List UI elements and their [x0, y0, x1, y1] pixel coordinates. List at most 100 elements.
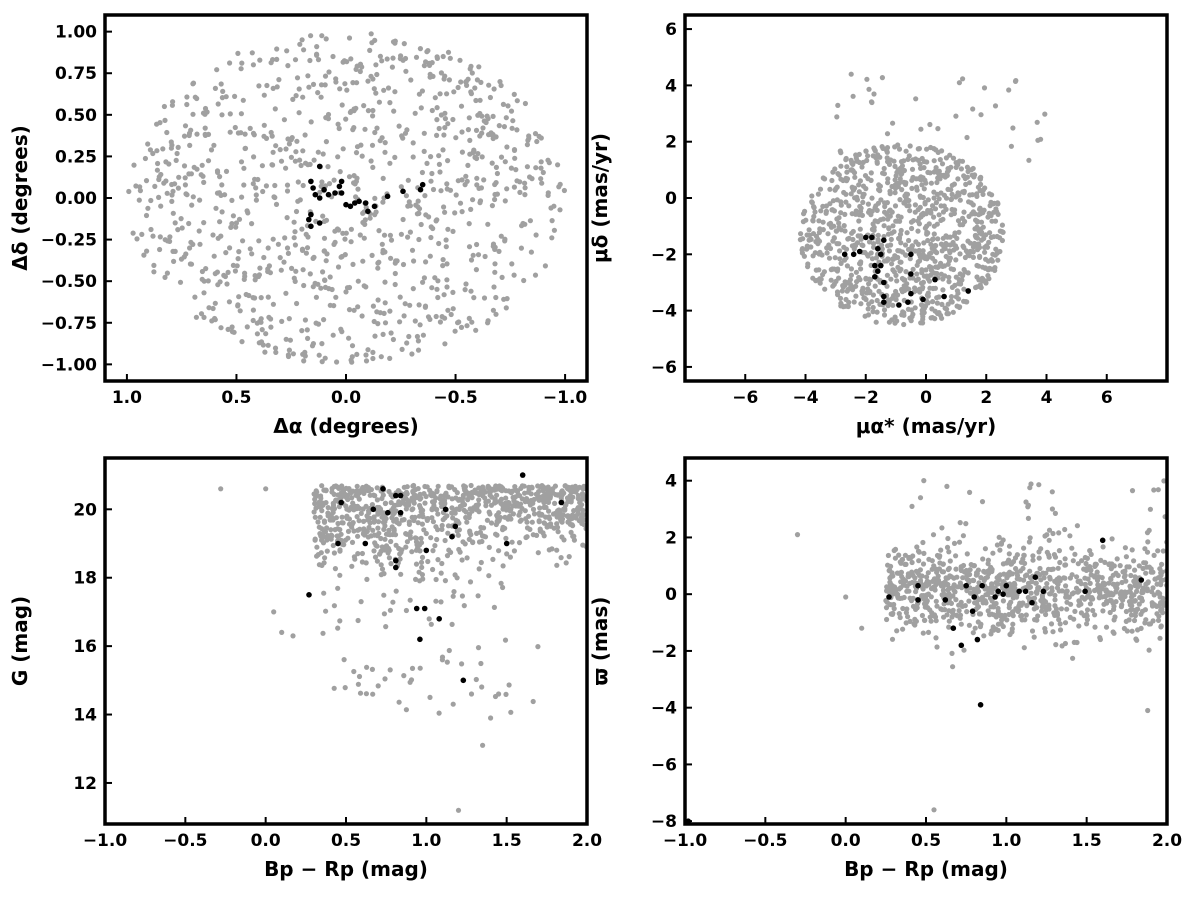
field-star-point [1157, 635, 1163, 641]
field-star-point [259, 327, 265, 333]
field-star-point [378, 354, 384, 360]
field-star-point [1081, 613, 1087, 619]
field-star-point [975, 597, 981, 603]
field-star-point [439, 560, 445, 567]
field-star-point [856, 212, 862, 218]
field-star-point [436, 125, 442, 132]
field-star-point [881, 165, 887, 172]
field-star-point [473, 127, 480, 133]
field-star-point [300, 182, 306, 189]
field-star-point [957, 520, 963, 526]
field-star-point [502, 637, 509, 643]
field-star-point [837, 248, 843, 254]
field-star-point [1129, 547, 1135, 553]
field-star-point [186, 132, 192, 139]
field-star-point [834, 197, 840, 203]
field-star-point [978, 285, 984, 291]
field-star-point [1147, 506, 1153, 512]
field-star-point [979, 499, 986, 505]
field-star-point [438, 70, 444, 76]
field-star-point [970, 630, 976, 636]
field-star-point [339, 514, 345, 520]
field-star-point [274, 56, 280, 63]
field-star-point [838, 227, 844, 233]
field-star-point [413, 576, 419, 583]
field-star-point [381, 87, 387, 93]
field-star-point [809, 199, 815, 205]
field-star-point [532, 131, 539, 137]
field-star-point [321, 590, 327, 596]
field-star-point [261, 254, 267, 261]
field-star-point [294, 300, 300, 307]
field-star-point [261, 92, 267, 98]
field-star-point [489, 160, 495, 166]
field-star-point [964, 609, 970, 615]
field-star-point [934, 552, 941, 559]
field-star-point [158, 203, 164, 209]
field-star-point [951, 210, 958, 217]
member-star-point [1099, 537, 1106, 544]
field-star-point [268, 129, 274, 136]
member-star-point [872, 262, 878, 269]
field-star-point [351, 307, 357, 313]
field-star-point [411, 497, 417, 503]
field-star-point [321, 317, 327, 323]
field-star-point [492, 261, 498, 267]
field-star-point [868, 212, 874, 218]
field-star-point [896, 146, 903, 152]
field-star-point [943, 593, 949, 599]
field-star-point [429, 170, 435, 177]
field-star-point [442, 578, 448, 584]
field-star-point [893, 218, 899, 224]
field-star-point [244, 324, 250, 330]
field-star-point [907, 618, 913, 625]
field-star-point [1124, 564, 1130, 570]
field-star-point [906, 197, 912, 204]
field-star-point [983, 592, 989, 598]
field-star-point [370, 303, 376, 309]
field-star-point [304, 245, 311, 251]
field-star-point [870, 309, 876, 315]
field-star-point [950, 664, 956, 670]
member-star-point [958, 642, 965, 649]
member-star-point [338, 190, 345, 196]
field-star-point [500, 527, 506, 533]
field-star-point [468, 691, 475, 697]
field-star-point [253, 192, 259, 198]
field-star-point [383, 543, 390, 549]
field-star-point [921, 478, 927, 484]
field-star-point [305, 73, 311, 79]
field-star-point [434, 536, 440, 543]
field-star-point [1003, 560, 1010, 566]
field-star-point [1083, 560, 1089, 567]
y-tick-label: 4 [665, 76, 677, 96]
field-star-point [910, 595, 916, 601]
field-star-point [380, 492, 386, 498]
field-star-point [934, 300, 941, 306]
field-star-point [834, 114, 840, 120]
field-star-point [871, 91, 877, 97]
field-star-point [888, 276, 894, 282]
y-tick-label: −2 [651, 642, 677, 662]
field-star-point [1106, 561, 1112, 568]
field-star-point [913, 618, 920, 624]
field-star-point [468, 288, 474, 294]
field-star-point [546, 508, 552, 514]
field-star-point [468, 91, 474, 97]
field-star-point [388, 561, 394, 567]
field-star-point [545, 522, 552, 528]
field-star-point [499, 274, 505, 280]
field-star-point [868, 177, 874, 183]
field-star-point [360, 258, 366, 264]
field-star-point [827, 186, 833, 192]
field-star-point [1075, 561, 1081, 567]
field-star-point [422, 500, 428, 506]
field-star-point [508, 108, 515, 114]
field-star-point [1159, 561, 1165, 568]
field-star-point [349, 359, 355, 365]
field-star-point [184, 101, 190, 108]
field-star-point [936, 580, 942, 586]
field-star-point [299, 247, 306, 253]
field-star-point [387, 308, 393, 314]
field-star-point [1085, 592, 1091, 598]
